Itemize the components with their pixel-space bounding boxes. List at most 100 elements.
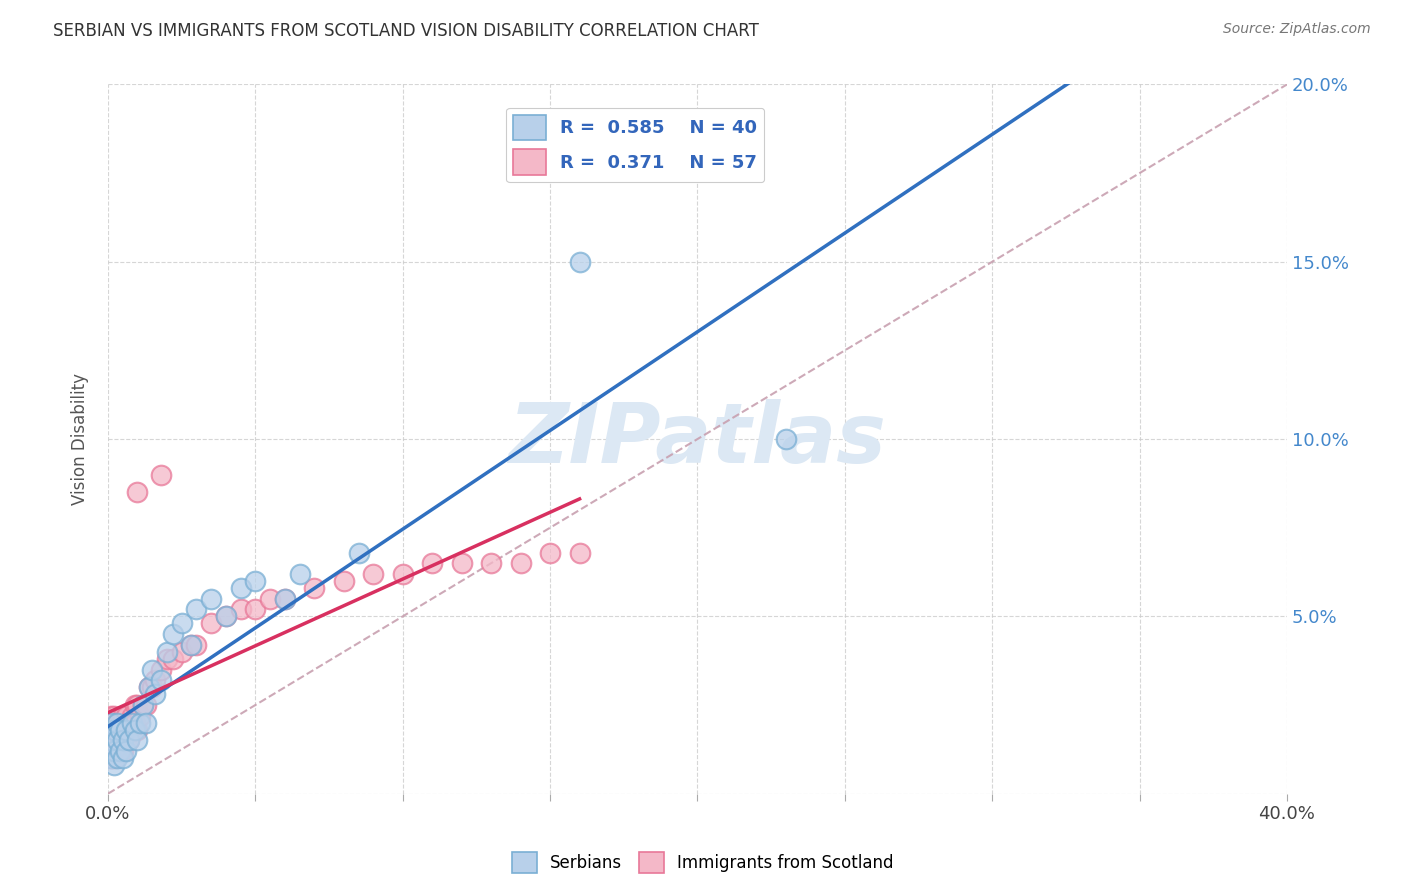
- Point: [103, 744, 125, 758]
- Point: [135, 698, 157, 712]
- Point: [361, 566, 384, 581]
- Point: [111, 708, 134, 723]
- Point: [138, 681, 160, 695]
- Point: [114, 723, 136, 737]
- Point: [108, 715, 131, 730]
- Point: [121, 715, 143, 730]
- Point: [121, 723, 143, 737]
- Point: [333, 574, 356, 588]
- Point: [100, 723, 122, 737]
- Point: [100, 751, 122, 765]
- Point: [288, 566, 311, 581]
- Point: [170, 645, 193, 659]
- Point: [132, 698, 155, 712]
- Legend: Serbians, Immigrants from Scotland: Serbians, Immigrants from Scotland: [505, 846, 901, 880]
- Point: [200, 616, 222, 631]
- Point: [215, 609, 238, 624]
- Legend: R =  0.585    N = 40, R =  0.371    N = 57: R = 0.585 N = 40, R = 0.371 N = 57: [506, 108, 765, 182]
- Y-axis label: Vision Disability: Vision Disability: [72, 373, 89, 505]
- Point: [156, 652, 179, 666]
- Text: Source: ZipAtlas.com: Source: ZipAtlas.com: [1223, 22, 1371, 37]
- Point: [105, 715, 128, 730]
- Text: ZIPatlas: ZIPatlas: [509, 399, 886, 480]
- Point: [124, 723, 146, 737]
- Point: [127, 723, 149, 737]
- Point: [141, 681, 163, 695]
- Point: [143, 687, 166, 701]
- Point: [156, 645, 179, 659]
- Point: [420, 556, 443, 570]
- Point: [150, 467, 173, 482]
- Point: [259, 591, 281, 606]
- Point: [127, 485, 149, 500]
- Point: [105, 715, 128, 730]
- Point: [391, 566, 413, 581]
- Point: [245, 574, 267, 588]
- Point: [170, 616, 193, 631]
- Point: [108, 723, 131, 737]
- Point: [229, 602, 252, 616]
- Point: [150, 673, 173, 688]
- Point: [775, 432, 797, 446]
- Point: [274, 591, 297, 606]
- Point: [229, 581, 252, 595]
- Point: [450, 556, 472, 570]
- Point: [162, 652, 184, 666]
- Point: [162, 627, 184, 641]
- Point: [105, 733, 128, 747]
- Point: [100, 733, 122, 747]
- Point: [103, 758, 125, 772]
- Point: [114, 708, 136, 723]
- Point: [215, 609, 238, 624]
- Point: [114, 744, 136, 758]
- Point: [121, 708, 143, 723]
- Point: [347, 545, 370, 559]
- Point: [100, 751, 122, 765]
- Point: [105, 751, 128, 765]
- Point: [135, 715, 157, 730]
- Point: [111, 751, 134, 765]
- Point: [111, 723, 134, 737]
- Point: [100, 733, 122, 747]
- Point: [124, 715, 146, 730]
- Point: [100, 708, 122, 723]
- Point: [124, 698, 146, 712]
- Point: [186, 602, 208, 616]
- Point: [245, 602, 267, 616]
- Point: [103, 751, 125, 765]
- Point: [103, 723, 125, 737]
- Point: [538, 545, 561, 559]
- Point: [509, 556, 531, 570]
- Point: [103, 708, 125, 723]
- Point: [108, 744, 131, 758]
- Point: [274, 591, 297, 606]
- Point: [479, 556, 502, 570]
- Point: [200, 591, 222, 606]
- Point: [568, 545, 591, 559]
- Point: [150, 663, 173, 677]
- Point: [117, 733, 139, 747]
- Point: [304, 581, 326, 595]
- Point: [111, 733, 134, 747]
- Point: [117, 733, 139, 747]
- Point: [127, 698, 149, 712]
- Point: [186, 638, 208, 652]
- Point: [105, 744, 128, 758]
- Point: [129, 715, 152, 730]
- Point: [103, 733, 125, 747]
- Point: [114, 733, 136, 747]
- Point: [180, 638, 202, 652]
- Point: [100, 715, 122, 730]
- Point: [108, 744, 131, 758]
- Point: [143, 673, 166, 688]
- Point: [114, 723, 136, 737]
- Text: SERBIAN VS IMMIGRANTS FROM SCOTLAND VISION DISABILITY CORRELATION CHART: SERBIAN VS IMMIGRANTS FROM SCOTLAND VISI…: [53, 22, 759, 40]
- Point: [111, 744, 134, 758]
- Point: [117, 715, 139, 730]
- Point: [129, 708, 152, 723]
- Point: [103, 723, 125, 737]
- Point: [127, 733, 149, 747]
- Point: [568, 254, 591, 268]
- Point: [108, 733, 131, 747]
- Point: [141, 663, 163, 677]
